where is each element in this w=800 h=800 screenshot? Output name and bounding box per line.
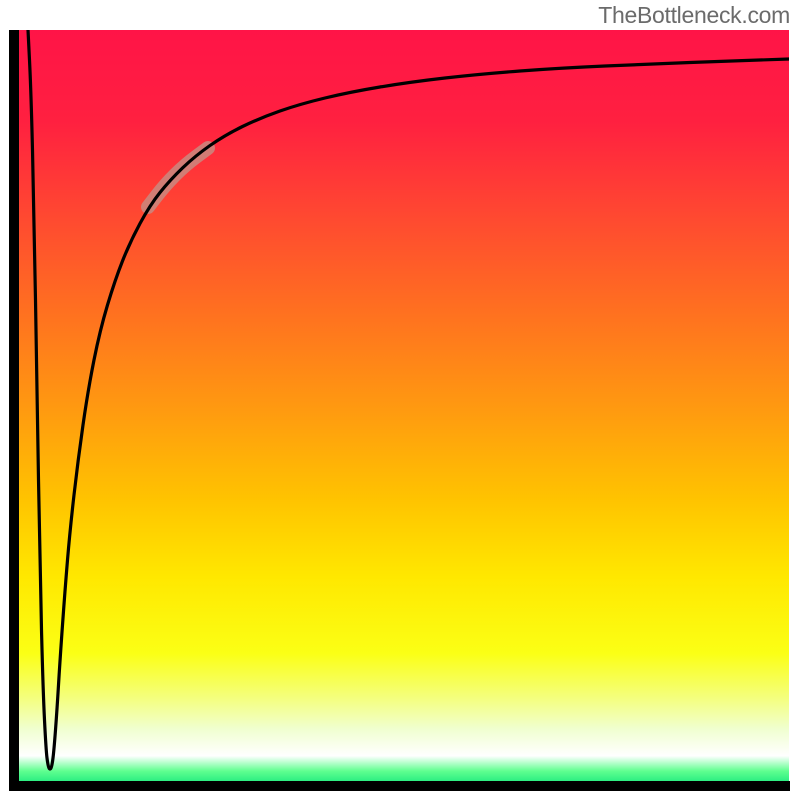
chart-plot-area <box>10 30 789 790</box>
chart-axis-x <box>9 781 790 791</box>
watermark-text: TheBottleneck.com <box>598 2 790 29</box>
chart-axis-y <box>9 30 19 790</box>
chart-curve-layer <box>10 30 789 790</box>
chart-main-curve <box>28 30 789 769</box>
